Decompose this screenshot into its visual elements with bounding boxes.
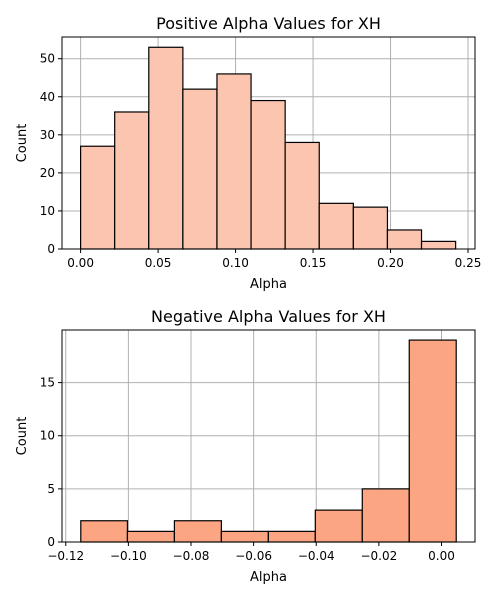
positive-alpha-bar bbox=[182, 88, 218, 250]
positive-alpha-title: Positive Alpha Values for XH bbox=[156, 14, 381, 33]
positive-alpha-x-tick-label: 0.20 bbox=[377, 256, 404, 270]
positive-alpha-frame bbox=[61, 36, 476, 250]
positive-alpha-y-tick-label: 30 bbox=[40, 128, 55, 142]
negative-alpha-x-tick-label: −0.08 bbox=[173, 549, 210, 563]
positive-alpha-y-axis-label: Count bbox=[15, 124, 30, 163]
positive-alpha-x-axis-label: Alpha bbox=[250, 277, 287, 292]
negative-alpha-bar bbox=[408, 339, 457, 543]
negative-alpha-y-tick-label: 5 bbox=[47, 482, 55, 496]
positive-alpha-bar bbox=[79, 145, 116, 250]
negative-alpha-y-tick-label: 0 bbox=[47, 535, 55, 549]
positive-alpha-x-tick-label: 0.05 bbox=[145, 256, 172, 270]
positive-alpha-x-tick-label: 0.00 bbox=[67, 256, 94, 270]
positive-alpha-bar bbox=[216, 73, 252, 250]
negative-alpha-y-tick-label: 10 bbox=[40, 429, 55, 443]
positive-alpha-ticks: 0.00 0.05 0.10 0.15 0.20 0.25 0 10 20 30 40 50 bbox=[40, 52, 482, 270]
negative-alpha-x-tick-label: 0.00 bbox=[428, 549, 455, 563]
negative-alpha-x-tick-label: −0.06 bbox=[235, 549, 272, 563]
positive-alpha-y-tick-label: 50 bbox=[40, 52, 55, 66]
negative-alpha-x-tick-label: −0.10 bbox=[110, 549, 147, 563]
positive-alpha-bar bbox=[284, 141, 320, 250]
positive-alpha-bar bbox=[352, 206, 389, 250]
positive-alpha-y-tick-label: 0 bbox=[47, 242, 55, 256]
negative-alpha-title: Negative Alpha Values for XH bbox=[151, 307, 386, 326]
positive-alpha-bar bbox=[148, 46, 184, 250]
negative-alpha-bars bbox=[80, 339, 457, 543]
negative-alpha-bar bbox=[267, 530, 316, 543]
positive-alpha-bar bbox=[386, 229, 423, 250]
negative-alpha-x-axis-label: Alpha bbox=[250, 570, 287, 585]
negative-alpha-bar bbox=[80, 520, 129, 543]
negative-alpha-x-tick-label: −0.02 bbox=[360, 549, 397, 563]
positive-alpha-bar bbox=[420, 240, 457, 250]
negative-alpha-bar bbox=[314, 509, 363, 543]
positive-alpha-panel: 0.00 0.05 0.10 0.15 0.20 0.25 0 10 20 30 40 50 Posi… bbox=[15, 14, 481, 292]
negative-alpha-bar bbox=[220, 530, 269, 543]
negative-alpha-y-axis-label: Count bbox=[15, 417, 30, 456]
positive-alpha-x-tick-label: 0.25 bbox=[455, 256, 482, 270]
positive-alpha-bar bbox=[250, 99, 286, 250]
positive-alpha-x-tick-label: 0.15 bbox=[300, 256, 327, 270]
positive-alpha-bar bbox=[114, 111, 150, 250]
negative-alpha-bar bbox=[361, 488, 410, 543]
negative-alpha-x-tick-label: −0.12 bbox=[47, 549, 84, 563]
positive-alpha-y-tick-label: 20 bbox=[40, 166, 55, 180]
negative-alpha-y-tick-label: 15 bbox=[40, 376, 55, 390]
positive-alpha-x-tick-label: 0.10 bbox=[222, 256, 249, 270]
negative-alpha-ticks: −0.12 −0.10 −0.08 −0.06 −0.04 −0.02 0.00 0 5 10 15 bbox=[40, 376, 455, 563]
positive-alpha-y-tick-label: 10 bbox=[40, 204, 55, 218]
negative-alpha-panel: −0.12 −0.10 −0.08 −0.06 −0.04 −0.02 0.00 0 5 10 15… bbox=[15, 307, 476, 585]
positive-alpha-y-tick-label: 40 bbox=[40, 90, 55, 104]
positive-alpha-bars bbox=[79, 46, 457, 250]
negative-alpha-bar bbox=[126, 530, 176, 543]
negative-alpha-bar bbox=[173, 520, 222, 543]
negative-alpha-x-tick-label: −0.04 bbox=[298, 549, 335, 563]
positive-alpha-bar bbox=[318, 202, 354, 250]
